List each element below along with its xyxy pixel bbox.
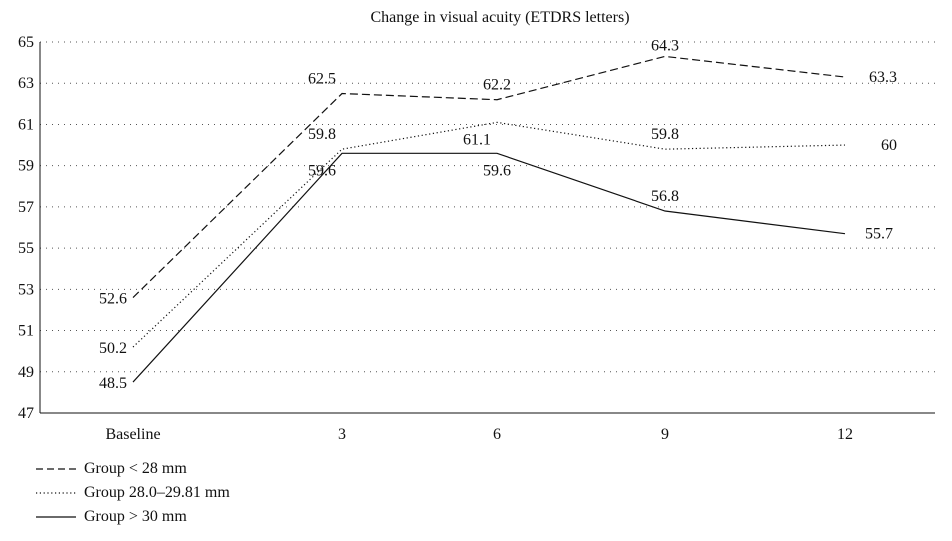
legend: Group < 28 mm Group 28.0–29.81 mm Group … — [36, 458, 230, 530]
y-tick-label: 55 — [18, 240, 34, 257]
data-label: 59.8 — [308, 126, 336, 143]
legend-label: Group < 28 mm — [84, 460, 187, 477]
y-tick-label: 63 — [18, 75, 34, 92]
y-tick-label: 61 — [18, 116, 34, 133]
y-tick-label: 59 — [18, 158, 34, 175]
data-label: 62.5 — [308, 71, 336, 88]
data-label: 59.6 — [308, 162, 336, 179]
series-layer — [132, 55, 846, 383]
solid-line-swatch — [36, 516, 76, 518]
y-tick-label: 65 — [18, 34, 34, 51]
data-label: 52.6 — [99, 291, 127, 308]
data-label-layer: 52.6 62.5 62.2 64.3 63.3 50.2 59.8 61.1 59.8 60 48… — [99, 37, 897, 392]
x-tick-label: 12 — [837, 426, 853, 443]
x-tick-label: 3 — [338, 426, 346, 443]
y-tick-label: 47 — [18, 405, 34, 422]
y-tick-label: 53 — [18, 281, 34, 298]
legend-label: Group 28.0–29.81 mm — [84, 484, 230, 501]
x-tick-label: 9 — [661, 426, 669, 443]
data-label: 50.2 — [99, 340, 127, 357]
series-line-dotted — [132, 121, 846, 348]
data-label: 61.1 — [463, 131, 491, 148]
data-label: 62.2 — [483, 77, 511, 94]
data-label: 56.8 — [651, 188, 679, 205]
x-tick-label: 6 — [493, 426, 501, 443]
legend-label: Group > 30 mm — [84, 508, 187, 525]
axis-layer: 47 49 51 53 55 57 59 61 63 65 Baseline 3 6 9 12 — [18, 34, 935, 443]
dashed-line-swatch — [36, 468, 76, 470]
series-line-dashed — [132, 55, 846, 299]
legend-item-group-over-30: Group > 30 mm — [36, 506, 230, 528]
series-line-solid — [132, 152, 846, 383]
y-tick-label: 49 — [18, 364, 34, 381]
data-label: 59.6 — [483, 162, 511, 179]
dotted-line-swatch — [36, 492, 76, 494]
y-tick-label: 51 — [18, 323, 34, 340]
y-tick-label: 57 — [18, 199, 34, 216]
legend-item-group-28-to-29-81: Group 28.0–29.81 mm — [36, 482, 230, 504]
data-label: 60 — [881, 137, 897, 154]
x-tick-label: Baseline — [105, 426, 160, 443]
data-label: 63.3 — [869, 69, 897, 86]
data-label: 64.3 — [651, 37, 679, 54]
legend-item-group-under-28: Group < 28 mm — [36, 458, 230, 480]
chart-title: Change in visual acuity (ETDRS letters) — [370, 9, 629, 26]
data-label: 48.5 — [99, 375, 127, 392]
data-label: 59.8 — [651, 126, 679, 143]
data-label: 55.7 — [865, 226, 893, 243]
